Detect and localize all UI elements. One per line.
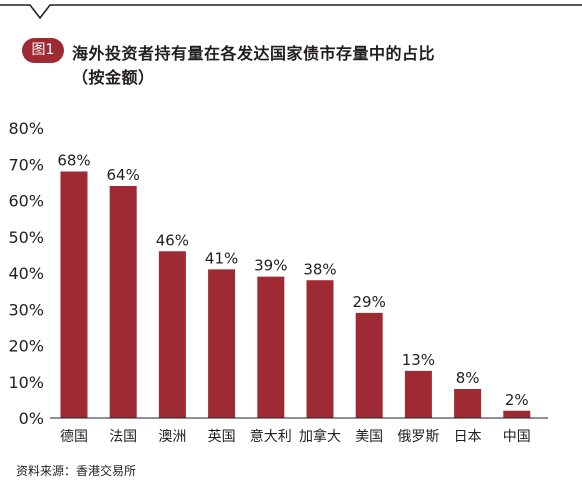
header-frame xyxy=(0,4,582,20)
data-label: 68% xyxy=(57,152,90,170)
data-label: 13% xyxy=(402,351,435,369)
x-axis: 德国 法国 澳洲 英国 意大利 加拿大 美国 俄罗斯 日本 中国 xyxy=(50,417,548,445)
source-note: 资料来源：香港交易所 xyxy=(16,464,137,478)
bar xyxy=(355,312,383,418)
y-tick-label: 60% xyxy=(8,192,44,211)
x-tick-label: 意大利 xyxy=(250,428,292,445)
x-tick-label: 日本 xyxy=(454,429,482,445)
y-tick-label: 80% xyxy=(8,119,44,138)
bar xyxy=(208,269,236,418)
y-tick-label: 40% xyxy=(8,264,44,283)
bar xyxy=(158,251,186,418)
y-tick-label: 30% xyxy=(8,300,44,319)
x-tick-label: 中国 xyxy=(503,429,531,445)
data-label: 39% xyxy=(254,257,287,275)
x-tick-label: 法国 xyxy=(109,429,137,445)
bar xyxy=(109,186,137,418)
y-tick-label: 10% xyxy=(8,373,44,392)
x-tick-label: 俄罗斯 xyxy=(397,429,439,445)
bar xyxy=(404,370,432,418)
data-label: 64% xyxy=(107,166,140,184)
bar xyxy=(454,389,482,418)
value-labels: 68% 64% 46% 41% 39% 38% 29% 13% 8% 2% xyxy=(57,152,528,409)
data-label: 46% xyxy=(156,231,189,249)
bar xyxy=(503,410,531,418)
x-tick-label: 英国 xyxy=(208,428,236,445)
chart-subtitle: （按金额） xyxy=(72,68,155,87)
data-label: 29% xyxy=(353,293,386,311)
bar xyxy=(306,280,334,418)
figure-number-badge: 图1 xyxy=(22,38,64,63)
header-notch-line xyxy=(0,4,582,20)
data-label: 2% xyxy=(505,391,529,409)
chart-title: 海外投资者持有量在各发达国家债市存量中的占比 xyxy=(72,44,436,63)
y-tick-label: 70% xyxy=(8,155,44,174)
data-label: 38% xyxy=(303,260,336,278)
data-label: 41% xyxy=(205,249,238,267)
bar xyxy=(257,276,285,418)
y-tick-label: 50% xyxy=(8,228,44,247)
x-tick-label: 德国 xyxy=(60,429,88,445)
x-tick-label: 加拿大 xyxy=(299,428,341,445)
y-axis: 0% 10% 20% 30% 40% 50% 60% 70% 80% xyxy=(8,119,44,428)
x-tick-label: 美国 xyxy=(355,429,383,445)
bar xyxy=(60,171,88,418)
x-tick-label: 澳洲 xyxy=(158,429,186,445)
y-tick-label: 0% xyxy=(19,409,44,428)
data-label: 8% xyxy=(456,369,480,387)
bars xyxy=(60,171,531,418)
y-tick-label: 20% xyxy=(8,337,44,356)
